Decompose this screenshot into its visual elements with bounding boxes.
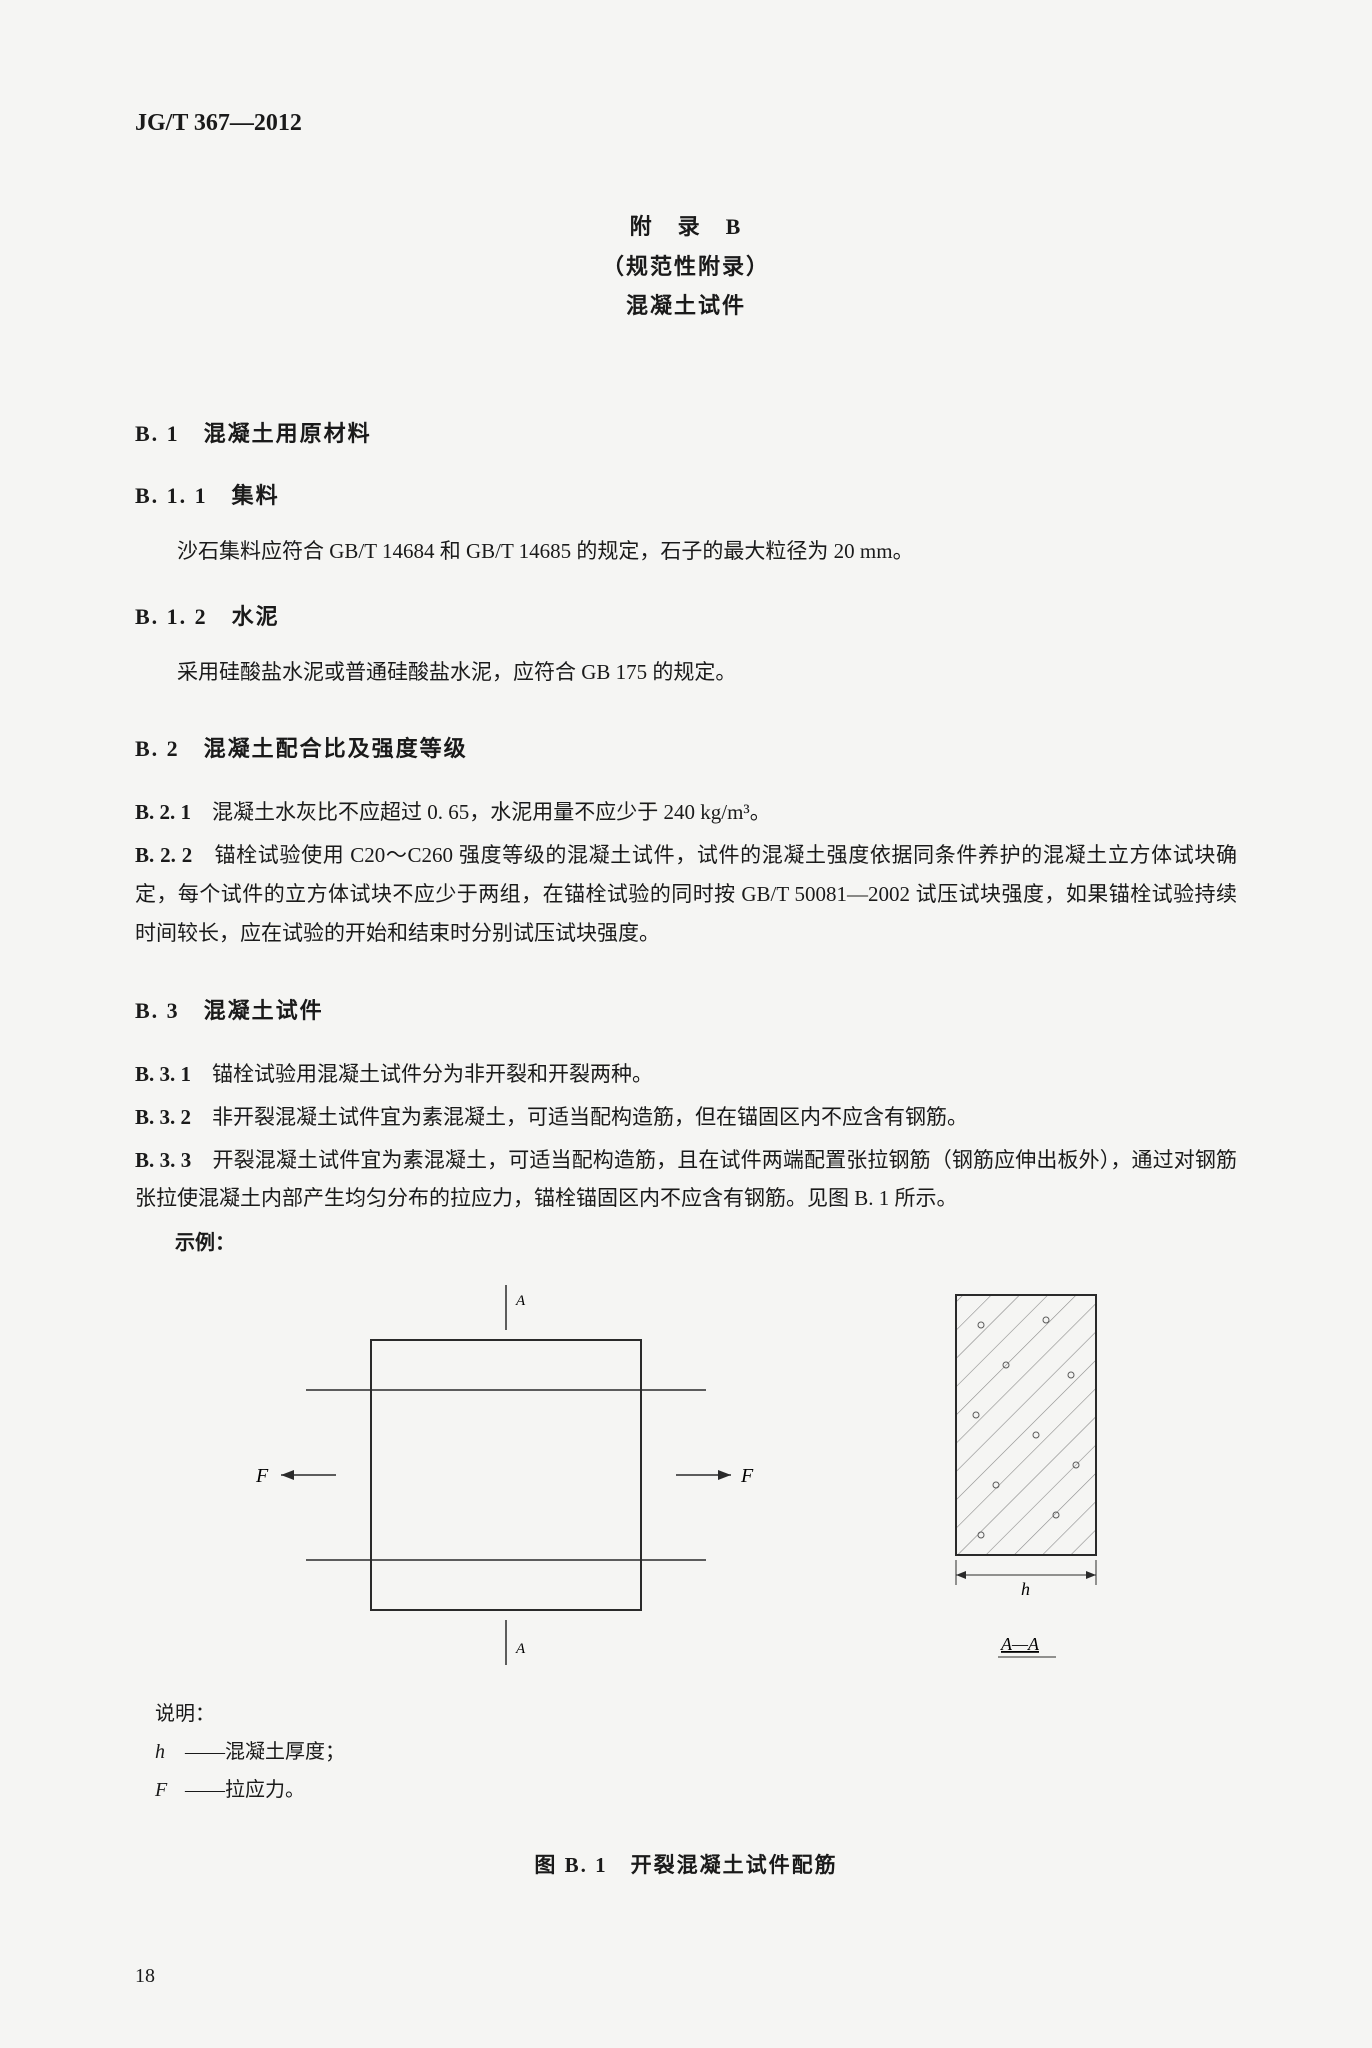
dimension-h: h xyxy=(1021,1579,1030,1599)
clause-b21: B. 2. 1 混凝土水灰比不应超过 0. 65，水泥用量不应少于 240 kg… xyxy=(135,793,1237,832)
legend-text-h: ——混凝土厚度； xyxy=(185,1733,345,1771)
section-b12-title: B. 1. 2 水泥 xyxy=(135,599,1237,631)
legend-title: 说明： xyxy=(155,1695,1237,1733)
clause-b22-text: 锚栓试验使用 C20～C260 强度等级的混凝土试件，试件的混凝土强度依据同条件… xyxy=(135,843,1237,945)
standard-code: JG/T 367—2012 xyxy=(135,110,1237,137)
legend-sym-f: F xyxy=(155,1771,185,1809)
clause-b33: B. 3. 3 开裂混凝土试件宜为素混凝土，可适当配构造筋，且在试件两端配置张拉… xyxy=(135,1141,1237,1219)
section-aa-label: A—A xyxy=(1000,1634,1040,1654)
clause-b31: B. 3. 1 锚栓试验用混凝土试件分为非开裂和开裂两种。 xyxy=(135,1055,1237,1094)
clause-b22-num: B. 2. 2 xyxy=(135,843,192,867)
legend-row-f: F ——拉应力。 xyxy=(155,1771,1237,1809)
figure-caption: 图 B. 1 开裂混凝土试件配筋 xyxy=(135,1849,1237,1879)
clause-b32-text: 非开裂混凝土试件宜为素混凝土，可适当配构造筋，但在锚固区内不应含有钢筋。 xyxy=(191,1105,968,1129)
section-b1-title: B. 1 混凝土用原材料 xyxy=(135,416,1237,448)
clause-b22: B. 2. 2 锚栓试验使用 C20～C260 强度等级的混凝土试件，试件的混凝… xyxy=(135,836,1237,953)
figure-area: A F F A xyxy=(135,1275,1237,1675)
b12-text: 采用硅酸盐水泥或普通硅酸盐水泥，应符合 GB 175 的规定。 xyxy=(135,653,1237,692)
section-b11-title: B. 1. 1 集料 xyxy=(135,478,1237,510)
clause-b33-num: B. 3. 3 xyxy=(135,1148,191,1172)
clause-b32-num: B. 3. 2 xyxy=(135,1105,191,1129)
clause-b21-text: 混凝土水灰比不应超过 0. 65，水泥用量不应少于 240 kg/m³。 xyxy=(191,800,771,824)
force-label-left: F xyxy=(255,1465,269,1487)
example-label: 示例： xyxy=(175,1226,1237,1255)
section-a-top: A xyxy=(515,1293,526,1309)
section-b2-title: B. 2 混凝土配合比及强度等级 xyxy=(135,731,1237,763)
legend-row-h: h ——混凝土厚度； xyxy=(155,1733,1237,1771)
clause-b21-num: B. 2. 1 xyxy=(135,800,191,824)
appendix-header: 附 录 B （规范性附录） 混凝土试件 xyxy=(135,207,1237,326)
legend-sym-h: h xyxy=(155,1733,185,1771)
clause-b31-text: 锚栓试验用混凝土试件分为非开裂和开裂两种。 xyxy=(191,1062,653,1086)
legend-text-f: ——拉应力。 xyxy=(185,1771,305,1809)
section-a-bottom: A xyxy=(515,1641,526,1657)
figure-legend: 说明： h ——混凝土厚度； F ——拉应力。 xyxy=(155,1695,1237,1809)
figure-section-view: h A—A xyxy=(926,1275,1126,1675)
page-number: 18 xyxy=(135,1965,155,1988)
appendix-line3: 混凝土试件 xyxy=(135,286,1237,326)
force-label-right: F xyxy=(740,1465,754,1487)
appendix-line1: 附 录 B xyxy=(135,207,1237,247)
section-b3-title: B. 3 混凝土试件 xyxy=(135,993,1237,1025)
figure-plan-view: A F F A xyxy=(246,1275,766,1675)
b11-text: 沙石集料应符合 GB/T 14684 和 GB/T 14685 的规定，石子的最… xyxy=(135,532,1237,571)
appendix-line2: （规范性附录） xyxy=(135,247,1237,287)
clause-b32: B. 3. 2 非开裂混凝土试件宜为素混凝土，可适当配构造筋，但在锚固区内不应含… xyxy=(135,1098,1237,1137)
clause-b33-text: 开裂混凝土试件宜为素混凝土，可适当配构造筋，且在试件两端配置张拉钢筋（钢筋应伸出… xyxy=(135,1148,1237,1211)
clause-b31-num: B. 3. 1 xyxy=(135,1062,191,1086)
